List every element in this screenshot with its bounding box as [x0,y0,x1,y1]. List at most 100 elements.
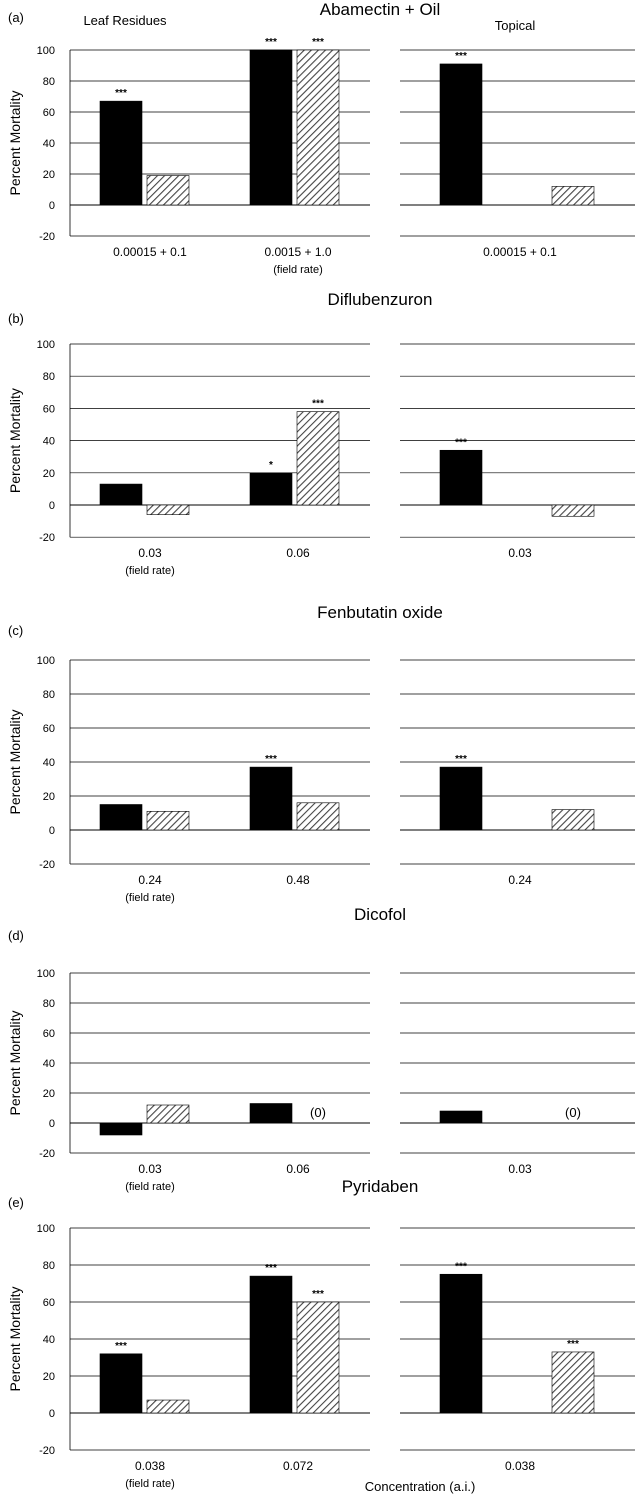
y-tick-label: 20 [43,1371,55,1383]
y-tick-label: 100 [37,655,55,667]
y-tick-label: 60 [43,723,55,735]
y-tick-label: 60 [43,403,55,415]
y-tick-label: 100 [37,45,55,57]
bar-hatched [551,186,595,206]
bar-hatched [551,504,595,517]
panel-letter: (a) [8,10,24,25]
y-tick-label: -20 [39,532,55,544]
significance-label: *** [455,754,467,765]
y-axis-label: Percent Mortality [7,709,23,814]
y-tick-label: 80 [43,689,55,701]
bar-solid [249,49,293,206]
y-tick-label: 80 [43,371,55,383]
bar-hatched [146,175,190,206]
significance-label: * [269,460,273,471]
category-note: (field rate) [125,1478,175,1490]
panel-title: Abamectin + Oil [320,0,440,19]
category-label: 0.038 [505,1459,535,1473]
y-tick-label: 40 [43,436,55,448]
bar-solid [249,472,293,506]
significance-label: *** [115,88,127,99]
bar-hatched [146,504,190,515]
y-tick-label: -20 [39,1148,55,1160]
y-tick-label: 40 [43,1334,55,1346]
bar-hatched [296,1301,340,1414]
y-tick-label: -20 [39,231,55,243]
y-tick-label: 0 [49,1118,55,1130]
zero-value-note: (0) [565,1105,581,1120]
significance-label: *** [312,399,324,410]
y-tick-label: 80 [43,76,55,88]
y-tick-label: 0 [49,200,55,212]
chart-panels: Abamectin + Oil (a) Percent Mortality 100 80… [7,0,635,1490]
panel-title: Fenbutatin oxide [317,603,443,622]
category-label: 0.03 [138,1162,162,1176]
category-label: 0.48 [286,873,310,887]
y-tick-label: 80 [43,998,55,1010]
category-label: 0.03 [508,546,532,560]
category-label: 0.24 [508,873,532,887]
panel-letter: (e) [8,1195,24,1210]
y-axis-label: Percent Mortality [7,90,23,195]
bar-solid [439,766,483,831]
y-tick-label: 40 [43,138,55,150]
bar-solid [249,766,293,831]
bar-hatched [146,1399,190,1414]
category-label: 0.038 [135,1459,165,1473]
panel-letter: (d) [8,928,24,943]
category-label: 0.072 [283,1459,313,1473]
y-tick-label: 20 [43,791,55,803]
y-tick-label: 80 [43,1260,55,1272]
y-tick-label: 0 [49,500,55,512]
category-label: 0.0015 + 1.0 [264,245,331,259]
bar-hatched [551,1351,595,1414]
bar-solid [439,63,483,206]
bar-solid [99,1353,143,1414]
y-axis-label: Percent Mortality [7,1286,23,1391]
y-tick-label: 60 [43,1028,55,1040]
significance-label: *** [455,437,467,448]
bar-solid [249,1275,293,1414]
bar-solid [99,1122,143,1136]
significance-label: *** [265,37,277,48]
y-tick-label: -20 [39,1445,55,1457]
bar-hatched [146,810,190,831]
bar-solid [99,100,143,206]
significance-label: *** [312,1289,324,1300]
category-note: (field rate) [125,565,175,577]
y-tick-label: 20 [43,169,55,181]
panel-abamectin-oil: Abamectin + Oil (a) Percent Mortality 100 80… [7,0,635,276]
subtitle-topical: Topical [495,18,536,33]
bar-hatched [146,1104,190,1124]
significance-label: *** [312,37,324,48]
y-tick-label: 20 [43,468,55,480]
significance-label: *** [115,1341,127,1352]
y-axis-label: Percent Mortality [7,388,23,493]
category-label: 0.06 [286,546,310,560]
y-tick-label: 20 [43,1088,55,1100]
significance-label: *** [455,1261,467,1272]
panel-title: Dicofol [354,905,406,924]
category-label: 0.00015 + 0.1 [113,245,187,259]
panel-fenbutatin-oxide: Fenbutatin oxide (c) Percent Mortality 100 8… [7,603,635,904]
bar-hatched [296,802,340,831]
category-label: 0.03 [138,546,162,560]
category-label: 0.06 [286,1162,310,1176]
y-tick-label: -20 [39,859,55,871]
y-tick-label: 0 [49,1408,55,1420]
category-note: (field rate) [125,892,175,904]
bar-solid [249,1103,293,1124]
x-axis-label: Concentration (a.i.) [365,1479,476,1494]
y-tick-label: 100 [37,339,55,351]
bar-solid [439,1110,483,1124]
category-note: (field rate) [125,1181,175,1193]
significance-label: *** [455,51,467,62]
y-tick-label: 0 [49,825,55,837]
bar-hatched [296,411,340,506]
significance-label: *** [265,1263,277,1274]
significance-label: *** [567,1339,579,1350]
panel-dicofol: Dicofol (d) Percent Mortality 100 80 60 40 20 0 -… [7,905,635,1193]
panel-letter: (b) [8,311,24,326]
y-tick-label: 100 [37,968,55,980]
